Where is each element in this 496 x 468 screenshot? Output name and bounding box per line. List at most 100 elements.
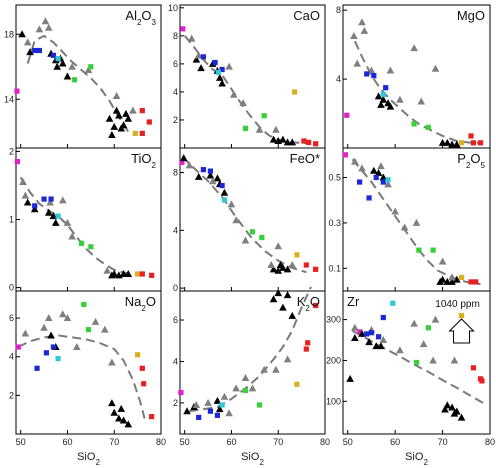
y-tick-label: 0 xyxy=(173,283,178,293)
gray-triangle-point xyxy=(283,355,292,363)
black-triangle-point xyxy=(283,291,292,299)
gray-triangle-point xyxy=(431,64,440,72)
panel-feo: 0 4 8 FeO* xyxy=(173,147,326,293)
red-square-point xyxy=(149,414,155,420)
y-tick-label: 2 xyxy=(9,146,14,156)
y-tick-label: 4 xyxy=(336,74,341,84)
gray-triangle-point xyxy=(73,343,81,351)
blue-square-point xyxy=(380,179,386,185)
green-square-point xyxy=(242,387,249,394)
panel-cao: 2 4 6 8 10 CaO xyxy=(168,3,326,149)
y-tick-label: 6 xyxy=(9,313,14,323)
blue-square-point xyxy=(212,59,218,66)
panel-title: Na2O xyxy=(125,294,156,313)
y-tick-label: 6 xyxy=(173,59,178,69)
magenta-square-point xyxy=(178,389,184,396)
black-triangle-point xyxy=(51,218,60,226)
black-triangle-point xyxy=(448,403,456,411)
gray-triangle-point xyxy=(44,314,53,322)
cyan-square-point xyxy=(390,300,396,306)
green-square-point xyxy=(85,327,92,333)
panel-title: Al2O3 xyxy=(125,8,156,27)
gray-triangle-point xyxy=(229,90,238,98)
blue-square-point xyxy=(196,414,202,421)
red-square-point xyxy=(477,140,484,146)
green-square-point xyxy=(81,301,87,308)
black-triangle-point xyxy=(379,95,388,103)
gray-triangle-point xyxy=(63,314,72,322)
y-tick-label: 0.5 xyxy=(328,173,341,183)
black-triangle-point xyxy=(115,111,123,119)
black-triangle-point xyxy=(44,208,53,216)
black-triangle-point xyxy=(108,399,116,407)
blue-square-point xyxy=(50,52,57,58)
y-tick-label: 10 xyxy=(168,3,178,13)
green-square-point xyxy=(413,359,420,366)
gray-triangle-point xyxy=(103,266,112,274)
x-tick-label: 70 xyxy=(109,437,119,447)
black-triangle-point xyxy=(23,198,32,206)
cyan-square-point xyxy=(55,356,61,362)
gray-triangle-point xyxy=(46,198,54,206)
x-axis-title: SiO2 xyxy=(405,451,428,467)
black-triangle-point xyxy=(30,205,39,213)
red-square-point xyxy=(470,140,477,146)
cyan-square-point xyxy=(385,177,391,183)
gray-triangle-point xyxy=(358,18,366,26)
black-triangle-point xyxy=(108,131,116,138)
red-square-point xyxy=(139,108,145,114)
black-triangle-point xyxy=(26,48,34,56)
black-triangle-point xyxy=(443,138,452,146)
x-axis-title: SiO2 xyxy=(241,451,264,467)
black-triangle-point xyxy=(274,289,283,297)
x-tick-label: 70 xyxy=(438,437,448,447)
magenta-square-point xyxy=(14,159,21,165)
black-triangle-point xyxy=(183,407,191,415)
gray-triangle-point xyxy=(400,223,409,231)
gray-triangle-point xyxy=(272,125,280,133)
black-triangle-point xyxy=(436,277,445,285)
blue-square-point xyxy=(356,179,363,185)
gray-triangle-point xyxy=(232,216,240,224)
black-triangle-point xyxy=(49,212,58,220)
yellow-square-point xyxy=(294,252,300,258)
magenta-square-point xyxy=(14,88,20,94)
gray-triangle-point xyxy=(429,356,437,364)
panel-frame xyxy=(15,147,162,292)
blue-square-point xyxy=(207,168,214,174)
panel-frame xyxy=(15,290,162,435)
gray-triangle-point xyxy=(208,177,217,185)
blue-square-point xyxy=(375,334,382,340)
blue-square-point xyxy=(373,174,379,181)
black-triangle-point xyxy=(124,420,133,428)
black-triangle-point xyxy=(269,265,278,273)
panel-al2o3: 14 18 Al2O3 xyxy=(4,4,162,149)
gray-triangle-point xyxy=(351,323,359,331)
red-square-point xyxy=(313,141,319,147)
gray-triangle-point xyxy=(239,99,247,107)
black-triangle-point xyxy=(124,269,133,277)
black-triangle-point xyxy=(115,414,123,422)
black-triangle-point xyxy=(377,342,385,350)
magenta-square-point xyxy=(179,159,185,166)
panel-mgo: 4 8 MgO xyxy=(336,4,491,149)
gray-triangle-point xyxy=(360,26,369,34)
y-tick-label: 4 xyxy=(173,87,178,97)
green-square-point xyxy=(88,244,94,250)
gray-triangle-point xyxy=(63,218,72,226)
black-triangle-point xyxy=(269,135,278,143)
panel-title: TiO2 xyxy=(131,151,156,170)
black-triangle-point xyxy=(218,79,226,87)
black-triangle-point xyxy=(197,64,205,72)
y-tick-label: 4 xyxy=(9,352,14,362)
black-triangle-point xyxy=(117,404,126,412)
gray-triangle-point xyxy=(58,310,67,318)
blue-square-point xyxy=(207,408,214,414)
gray-triangle-point xyxy=(358,164,366,172)
gray-triangle-point xyxy=(58,196,67,204)
panel-p2o5: 0.1 0.3 0.5 P2O5 xyxy=(328,147,491,292)
blue-square-point xyxy=(380,314,386,321)
gray-triangle-point xyxy=(419,340,428,348)
magenta-square-point xyxy=(15,344,21,350)
gray-triangle-point xyxy=(241,374,250,382)
